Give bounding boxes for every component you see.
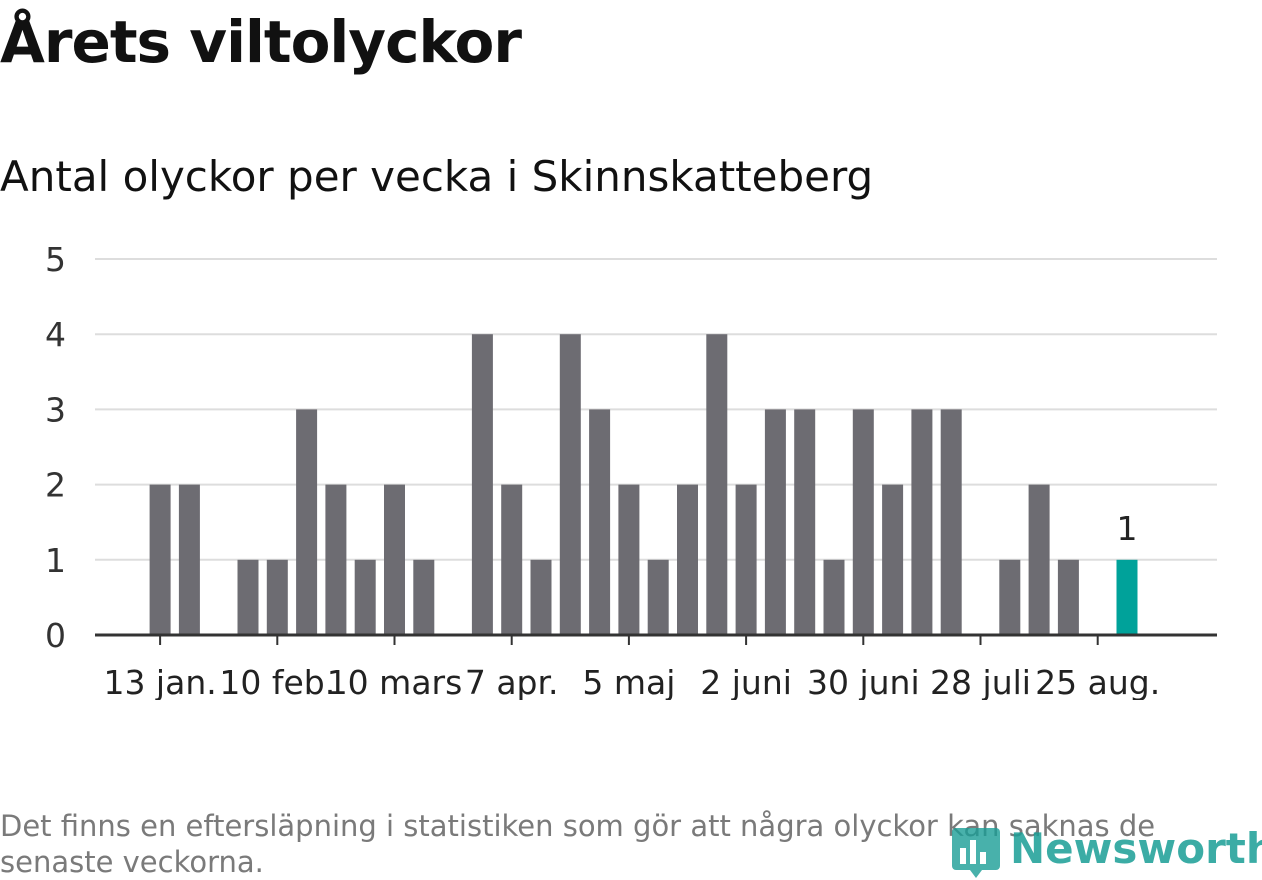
bar (794, 409, 816, 635)
chart-title: Årets viltolyckor (0, 8, 522, 76)
bar (501, 484, 523, 635)
bar (852, 409, 874, 635)
bar (384, 484, 405, 635)
bar-chart-logo-icon (952, 828, 1000, 878)
bar (706, 334, 728, 635)
x-tick-label: 10 feb. (219, 663, 335, 700)
newsworthy-logo: Newsworthy (950, 818, 1262, 878)
bar-data-label: 1 (1117, 509, 1138, 548)
chart-subtitle: Antal olyckor per vecka i Skinnskatteber… (0, 152, 874, 201)
x-tick-label: 30 juni (807, 663, 920, 700)
bar (296, 409, 318, 635)
y-tick-label: 1 (45, 541, 66, 580)
bar (354, 559, 376, 635)
bar (530, 559, 552, 635)
x-tick-label: 28 juli (930, 663, 1031, 700)
y-tick-label: 5 (45, 240, 66, 279)
bar (413, 559, 435, 635)
bar (911, 409, 933, 635)
x-tick-label: 13 jan. (103, 663, 216, 700)
bar (1057, 559, 1079, 635)
bar (589, 409, 611, 635)
bar (764, 409, 786, 635)
bar (999, 559, 1021, 635)
bar (559, 334, 581, 635)
bar (266, 559, 288, 635)
bar (647, 559, 669, 635)
y-tick-label: 3 (45, 390, 66, 429)
bar (735, 484, 757, 635)
bar (618, 484, 640, 635)
bar (940, 409, 962, 635)
x-tick-label: 25 aug. (1035, 663, 1160, 700)
y-tick-label: 4 (45, 315, 66, 354)
bar (823, 559, 845, 635)
x-tick-label: 7 apr. (465, 663, 559, 700)
bar (178, 484, 200, 635)
bar (149, 484, 171, 635)
x-tick-label: 10 mars (327, 663, 463, 700)
bar (882, 484, 904, 635)
bar (471, 334, 493, 635)
bar (677, 484, 698, 635)
bar (1028, 484, 1050, 635)
highlighted-bar (1116, 559, 1138, 635)
y-tick-label: 0 (45, 616, 66, 655)
bar (237, 559, 259, 635)
x-tick-label: 5 maj (582, 663, 675, 700)
bar-chart: 0 1 2 3 4 5 1 13 jan. 10 feb.10 mars 7 apr. 5 maj 2… (45, 240, 1217, 700)
logo-text: Newsworthy (1010, 823, 1262, 873)
x-tick-label: 2 juni (700, 663, 792, 700)
bar (325, 484, 347, 635)
y-tick-label: 2 (45, 466, 66, 505)
